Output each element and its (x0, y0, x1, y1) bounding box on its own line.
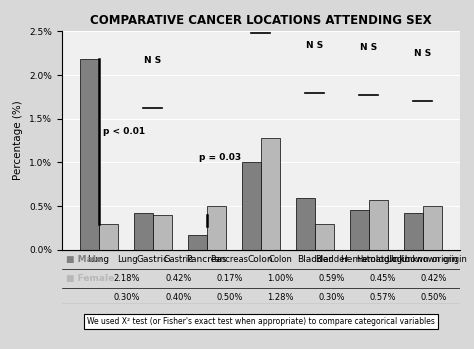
Text: Gastric: Gastric (164, 255, 193, 264)
Text: N S: N S (144, 55, 161, 65)
Text: 0.42%: 0.42% (165, 274, 191, 283)
Text: Lung: Lung (117, 255, 137, 264)
Bar (423, 206, 442, 250)
Text: 0.17%: 0.17% (216, 274, 243, 283)
Bar (153, 215, 172, 250)
Bar (350, 210, 369, 250)
Text: Colon: Colon (269, 255, 292, 264)
Text: ■ Female: ■ Female (65, 274, 114, 283)
Bar (242, 162, 261, 250)
Text: Unknown origin: Unknown origin (401, 255, 467, 264)
Text: N S: N S (306, 41, 323, 50)
Text: 0.42%: 0.42% (421, 274, 447, 283)
Text: 0.50%: 0.50% (216, 294, 243, 302)
Bar (134, 213, 153, 250)
Text: 0.45%: 0.45% (370, 274, 396, 283)
Text: 0.30%: 0.30% (114, 294, 140, 302)
Title: COMPARATIVE CANCER LOCATIONS ATTENDING SEX: COMPARATIVE CANCER LOCATIONS ATTENDING S… (90, 14, 431, 28)
Text: Hematologic: Hematologic (356, 255, 410, 264)
Bar (188, 235, 207, 250)
Y-axis label: Percentage (%): Percentage (%) (13, 101, 23, 180)
Text: N S: N S (414, 49, 431, 58)
Text: ■ Male: ■ Male (65, 255, 101, 264)
Bar (261, 138, 280, 250)
Text: p = 0.03: p = 0.03 (199, 154, 241, 162)
Text: 0.30%: 0.30% (319, 294, 345, 302)
Bar (369, 200, 388, 250)
Text: 0.50%: 0.50% (421, 294, 447, 302)
Bar (296, 198, 315, 250)
Bar (404, 213, 423, 250)
Text: 1.00%: 1.00% (267, 274, 294, 283)
Text: p < 0.01: p < 0.01 (103, 127, 145, 136)
Text: 0.59%: 0.59% (319, 274, 345, 283)
Text: N S: N S (360, 43, 377, 52)
Bar (315, 224, 334, 250)
Text: Bladder: Bladder (315, 255, 348, 264)
Text: 0.57%: 0.57% (370, 294, 396, 302)
Text: 0.40%: 0.40% (165, 294, 191, 302)
Text: 1.28%: 1.28% (267, 294, 294, 302)
Text: We used X² test (or Fisher's exact test when appropriate) to compare categorical: We used X² test (or Fisher's exact test … (87, 317, 435, 326)
Bar (207, 206, 226, 250)
Text: Pancreas: Pancreas (210, 255, 248, 264)
Text: 2.18%: 2.18% (114, 274, 140, 283)
Bar (99, 224, 118, 250)
Bar (80, 59, 99, 250)
